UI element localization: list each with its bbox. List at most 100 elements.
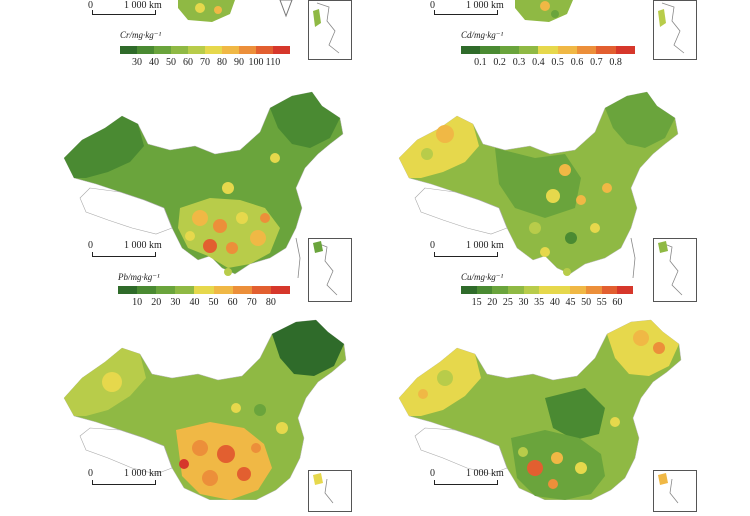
- map-cd-partial: [515, 0, 573, 22]
- legend-swatch: [222, 46, 239, 54]
- map-cr-partial: [178, 0, 293, 22]
- legend-swatch: [576, 46, 597, 54]
- legend-tick-label: 90: [234, 57, 244, 68]
- map-cu: [398, 91, 679, 279]
- legend-tick-label: 60: [612, 297, 623, 308]
- legend-swatch: [554, 286, 571, 294]
- legend-tick-label: 70: [246, 297, 257, 308]
- legend-tick-label: 40: [549, 297, 560, 308]
- legend-tick-label: 45: [565, 297, 576, 308]
- legend-swatch: [251, 286, 271, 294]
- legend-swatch: [232, 286, 252, 294]
- inset-map: [308, 238, 352, 302]
- map-panel-cd: 0 1 000 km Cd/mg·kg⁻¹ 0.1 0.2 0.3 0.4 0.5 0.6…: [395, 0, 705, 80]
- legend-swatch: [518, 46, 539, 54]
- legend-title: Cd/mg·kg⁻¹: [461, 30, 504, 40]
- legend-swatch: [118, 286, 138, 294]
- legend-swatch: [205, 46, 222, 54]
- legend-tick-label: 50: [208, 297, 219, 308]
- inset-map: [308, 470, 352, 512]
- legend-tick-label: 20: [151, 297, 162, 308]
- map-panel-cu: 0 1 000 km Cu/mg·kg⁻¹ 15 20 25 30 35 40 45 50 55…: [395, 88, 705, 318]
- legend-tick-label: 0.6: [570, 57, 584, 68]
- legend-swatch: [586, 286, 602, 294]
- legend-tick-label: 20: [487, 297, 498, 308]
- legend-tick-label: 0.7: [590, 57, 603, 68]
- legend-swatch: [156, 286, 176, 294]
- legend-swatch: [239, 46, 256, 54]
- inset-map: [308, 0, 352, 60]
- legend-tick-label: 15: [471, 297, 482, 308]
- legend-color-bar: [461, 286, 633, 294]
- legend-swatch: [137, 286, 157, 294]
- legend-color-bar: [118, 286, 290, 294]
- legend-tick-label: 30: [518, 297, 529, 308]
- scale-zero: 0: [88, 0, 93, 11]
- legend-swatch: [194, 286, 214, 294]
- legend-tick-label: 10: [132, 297, 143, 308]
- legend-tick-label: 60: [183, 57, 193, 68]
- legend-swatch: [523, 286, 540, 294]
- legend-tick-label: 40: [149, 57, 159, 68]
- legend-tick-label: 35: [534, 297, 545, 308]
- legend-tick-label: 0.2: [493, 57, 506, 68]
- scale-zero: 0: [430, 240, 435, 251]
- legend-tick-label: 0.5: [551, 57, 564, 68]
- legend-tick-label: 0.8: [609, 57, 622, 68]
- legend-tick-label: 50: [166, 57, 176, 68]
- legend-swatch: [570, 286, 586, 294]
- map-panel-6: 0 1 000 km: [395, 318, 705, 512]
- legend-swatch: [601, 286, 618, 294]
- legend-color-bar: [461, 46, 635, 54]
- scale-zero: 0: [88, 468, 93, 479]
- legend-tick-label: 80: [265, 297, 276, 308]
- legend-swatch: [476, 286, 493, 294]
- scale-distance: 1 000 km: [466, 240, 504, 251]
- legend-tick-label: 50: [581, 297, 592, 308]
- scale-distance: 1 000 km: [466, 468, 504, 479]
- map-panel-cr: 0 1 000 km Cr/mg·kg⁻¹ 30 40 50 60 70 80 90 100 1…: [60, 0, 360, 80]
- legend-swatch: [499, 46, 519, 54]
- map-pb: [63, 91, 344, 279]
- map-panel-5: 0 1 000 km: [60, 318, 360, 512]
- legend-tick-label: 100: [248, 57, 264, 68]
- legend-swatch: [557, 46, 577, 54]
- legend-swatch: [492, 286, 508, 294]
- legend-swatch: [461, 46, 481, 54]
- legend-tick-label: 70: [200, 57, 210, 68]
- legend-tick-label: 0.4: [532, 57, 545, 68]
- legend-swatch: [137, 46, 154, 54]
- legend-swatch: [461, 286, 477, 294]
- legend-swatch: [188, 46, 205, 54]
- legend-tick-label: 0.3: [512, 57, 526, 68]
- legend-swatch: [154, 46, 171, 54]
- inset-map: [653, 0, 697, 60]
- inset-map: [653, 238, 697, 302]
- legend-swatch: [120, 46, 137, 54]
- legend-swatch: [480, 46, 500, 54]
- legend-swatch: [539, 286, 555, 294]
- scale-distance: 1 000 km: [124, 468, 162, 479]
- legend-tick-label: 80: [217, 57, 227, 68]
- legend-swatch: [617, 286, 633, 294]
- legend-title: Cr/mg·kg⁻¹: [120, 30, 162, 40]
- legend-swatch: [270, 286, 290, 294]
- legend-tick-label: 0.1: [474, 57, 487, 68]
- map-panel-pb: 0 1 000 km Pb/mg·kg⁻¹ 10 20 30 40 50 60 70 80: [60, 88, 360, 318]
- legend-tick-label: 60: [227, 297, 238, 308]
- scale-zero: 0: [88, 240, 93, 251]
- inset-map: [653, 470, 697, 512]
- scale-zero: 0: [430, 0, 435, 11]
- legend-swatch: [273, 46, 290, 54]
- legend-tick-label: 110: [265, 57, 281, 68]
- legend-swatch: [213, 286, 233, 294]
- legend-tick-label: 30: [170, 297, 181, 308]
- legend-tick-label: 55: [596, 297, 607, 308]
- scale-zero: 0: [430, 468, 435, 479]
- legend-swatch: [615, 46, 635, 54]
- legend-swatch: [596, 46, 616, 54]
- legend-swatch: [507, 286, 524, 294]
- legend-swatch: [538, 46, 558, 54]
- legend-swatch: [175, 286, 195, 294]
- legend-tick-label: 40: [189, 297, 200, 308]
